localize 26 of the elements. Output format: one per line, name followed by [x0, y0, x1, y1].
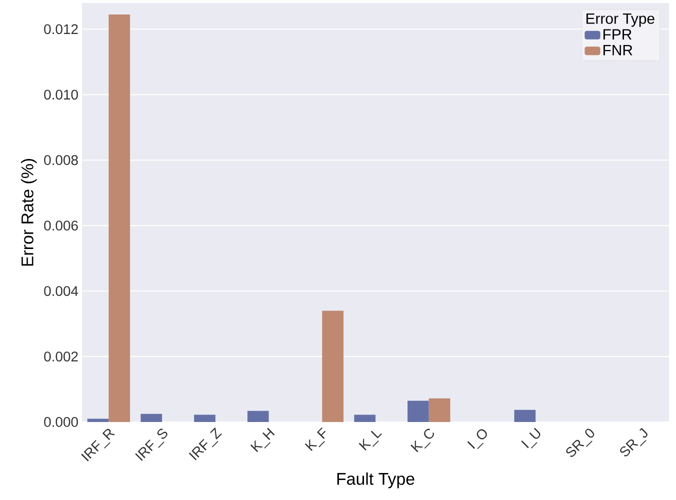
y-tick-label: 0.000: [44, 417, 78, 427]
bar: [514, 410, 536, 422]
y-tick-label: 0.010: [44, 90, 78, 100]
bar: [428, 398, 450, 422]
y-axis-title: Error Rate (%): [20, 158, 37, 266]
y-tick-label: 0.008: [44, 155, 78, 166]
y-tick-label: 0.002: [44, 352, 78, 362]
x-tick-label: I_O: [467, 429, 487, 450]
legend-label: FNR: [603, 44, 632, 56]
y-tick-label: 0.012: [44, 24, 78, 34]
legend-label: FPR: [603, 29, 632, 40]
legend-title: Error Type: [586, 13, 654, 27]
x-tick-label: I_U: [521, 428, 540, 448]
x-tick-label: K_F: [304, 427, 326, 452]
bar: [354, 414, 376, 422]
x-tick-label: K_L: [358, 430, 382, 450]
bar: [87, 418, 109, 422]
bar: [408, 400, 429, 422]
bar: [247, 410, 269, 422]
bar: [108, 14, 130, 422]
x-axis-title: Fault Type: [337, 472, 414, 488]
y-tick-label: 0.006: [44, 220, 78, 231]
y-tick-label: 0.004: [44, 286, 78, 296]
bar: [140, 414, 162, 422]
bar: [322, 310, 344, 422]
bar: [194, 414, 216, 422]
